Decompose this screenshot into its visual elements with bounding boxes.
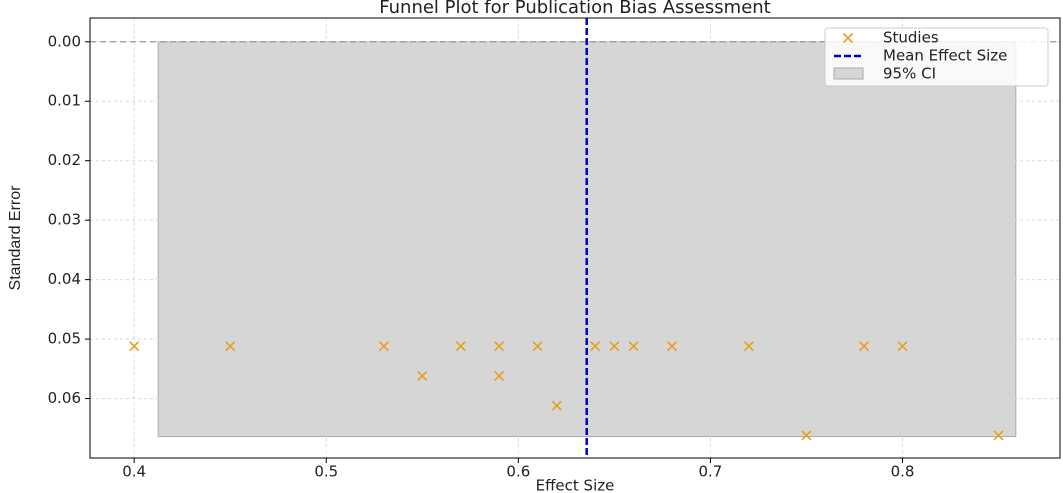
point <box>743 341 754 352</box>
y-tick-label: 0.02 <box>48 151 81 169</box>
legend-marker <box>833 67 864 80</box>
legend-label: Mean Effect Size <box>883 47 1007 65</box>
point <box>455 341 466 352</box>
y-tick-label: 0.04 <box>48 270 81 288</box>
point <box>859 341 870 352</box>
point <box>590 341 601 352</box>
point <box>609 341 620 352</box>
x-tick-label: 0.7 <box>698 463 722 481</box>
y-tick-label: 0.00 <box>48 32 81 50</box>
x-tick-label: 0.5 <box>314 463 338 481</box>
x-axis-label: Effect Size <box>536 477 615 493</box>
point <box>378 341 389 352</box>
y-axis-label: Standard Error <box>7 185 24 291</box>
point <box>801 430 812 441</box>
point <box>666 341 678 352</box>
x-tick-label: 0.6 <box>506 463 530 481</box>
point <box>628 341 639 352</box>
point <box>494 341 505 352</box>
y-tick-label: 0.05 <box>48 330 81 348</box>
y-tick-label: 0.01 <box>48 92 81 110</box>
y-tick-label: 0.03 <box>48 211 81 229</box>
legend-box <box>824 27 1049 87</box>
point <box>225 341 236 352</box>
point <box>897 341 908 352</box>
point <box>494 370 505 382</box>
y-tick-label: 0.06 <box>48 389 81 407</box>
legend-label: Studies <box>883 29 939 47</box>
chart-title: Funnel Plot for Publication Bias Assessm… <box>379 0 770 18</box>
legend-label: 95% CI <box>883 65 936 83</box>
point <box>993 430 1004 441</box>
point <box>417 370 428 382</box>
point <box>532 341 543 352</box>
x-tick-label: 0.8 <box>891 463 915 481</box>
point <box>129 341 140 352</box>
plot-frame <box>89 17 1061 459</box>
legend-marker <box>842 32 854 44</box>
point <box>551 400 562 411</box>
x-tick-label: 0.4 <box>122 463 146 481</box>
